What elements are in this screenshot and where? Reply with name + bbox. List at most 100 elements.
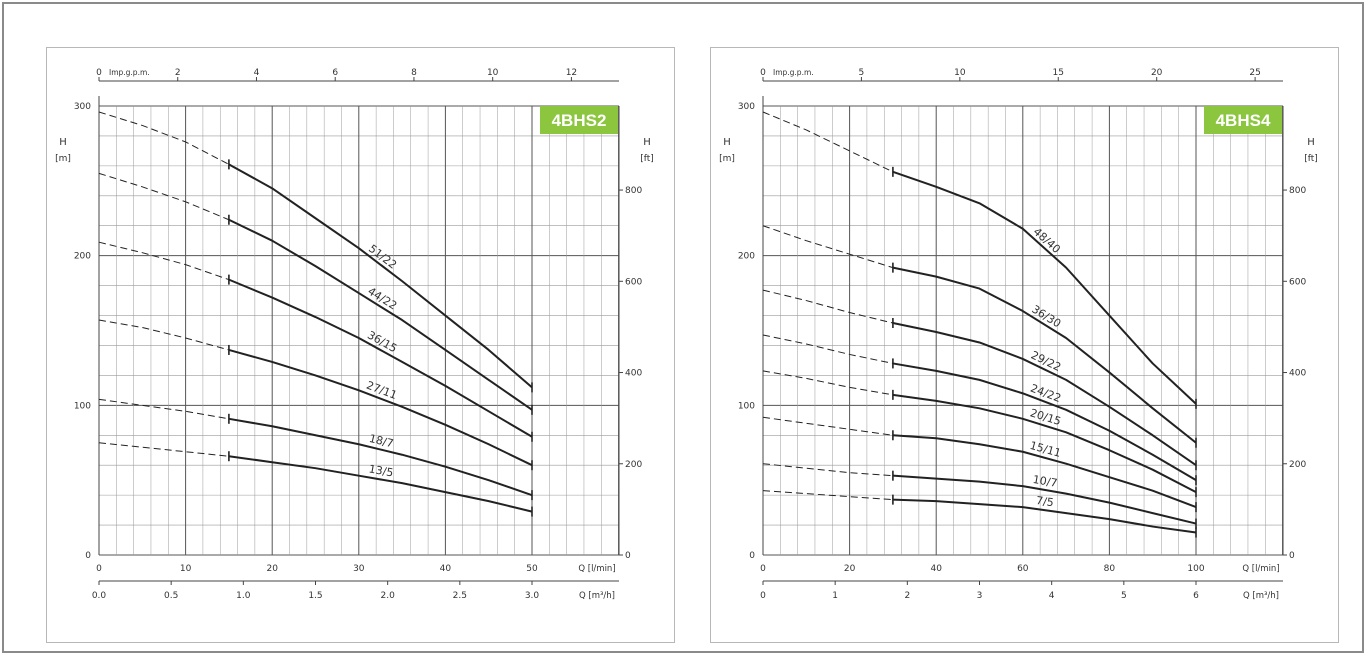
series-44-22: 44/22 <box>98 172 533 415</box>
top-axis-tick-label: 5 <box>859 68 865 78</box>
model-badge-label: 4BHS4 <box>1216 111 1271 130</box>
model-badge <box>540 106 618 134</box>
x2-tick-label: 2.5 <box>453 591 467 601</box>
y-axis-label-symbol: H <box>723 137 731 148</box>
top-axis-tick-label: 10 <box>954 68 966 78</box>
y-tick-label: 0 <box>749 551 755 561</box>
top-axis-tick-label: 0 <box>96 68 102 78</box>
y-tick-label: 300 <box>738 102 755 112</box>
y-right-tick-label: 800 <box>1289 186 1306 196</box>
top-axis-tick-label: 20 <box>1151 68 1163 78</box>
top-axis-tick-label: 8 <box>411 68 417 78</box>
top-axis-tick-label: 4 <box>254 68 260 78</box>
x-axis-label: Q [l/min] <box>578 564 615 574</box>
x-tick-label: 20 <box>844 564 856 574</box>
series-line <box>228 348 533 467</box>
model-badge-label: 4BHS2 <box>552 111 607 130</box>
y-tick-label: 100 <box>738 401 755 411</box>
x2-tick-label: 3 <box>977 591 983 601</box>
x-tick-label: 0 <box>96 564 102 574</box>
series-line <box>892 322 1197 467</box>
pump-curve-chart-4bhs2: 0 2 4 6 8 10 12 Imp.g.p.m. 0 10 20 30 40 50 Q [l/min] 0… <box>55 68 654 601</box>
x-axis-label: Q [l/min] <box>1242 564 1279 574</box>
series-7-5: 7/5 <box>762 490 1197 538</box>
y-axis-label-symbol: H <box>59 137 67 148</box>
x2-axis-label: Q [m³/h] <box>579 591 615 601</box>
series-20-15: 20/15 <box>762 370 1197 498</box>
x2-tick-label: 0.5 <box>164 591 178 601</box>
top-axis-tick-label: 15 <box>1053 68 1064 78</box>
y-right-tick-label: 600 <box>1289 277 1306 287</box>
top-axis-tick-label: 12 <box>566 68 577 78</box>
top-axis-tick-label: 6 <box>332 68 338 78</box>
grid-lines <box>98 105 620 556</box>
series-15-11: 15/11 <box>762 416 1197 513</box>
series-line <box>892 266 1197 444</box>
series-line-dashed <box>762 225 894 269</box>
series-18-7: 18/7 <box>98 398 533 501</box>
x2-tick-label: 2.0 <box>381 591 396 601</box>
series-line-dashed <box>98 319 230 351</box>
model-badge <box>1204 106 1282 134</box>
series-line <box>892 434 1197 509</box>
series-line-dashed <box>98 442 229 457</box>
series-24-22: 24/22 <box>762 334 1197 486</box>
chart-panel-4bhs4: 0 5 10 15 20 25 Imp.g.p.m. 0 20 40 60 80 100 Q [l/min… <box>710 47 1339 643</box>
x-tick-label: 10 <box>180 564 192 574</box>
series-label: 18/7 <box>368 432 395 450</box>
series-line <box>892 393 1197 494</box>
x-tick-label: 40 <box>930 564 942 574</box>
y-tick-label: 200 <box>738 252 755 262</box>
y-right-tick-label: 200 <box>1289 460 1306 470</box>
series-line-dashed <box>98 398 229 420</box>
y-right-tick-label: 200 <box>625 460 642 470</box>
series-10-7: 10/7 <box>762 463 1197 529</box>
series-line-dashed <box>98 241 230 281</box>
x2-tick-label: 0.0 <box>92 591 107 601</box>
series-line-dashed <box>762 111 894 173</box>
series-line <box>228 163 533 389</box>
chart-panel-4bhs2: 0 2 4 6 8 10 12 Imp.g.p.m. 0 10 20 30 40 50 Q [l/min] 0… <box>46 47 675 643</box>
y-right-tick-label: 0 <box>1289 551 1295 561</box>
x2-tick-label: 4 <box>1049 591 1055 601</box>
top-axis-tick-label: 0 <box>760 68 766 78</box>
series-line <box>228 218 533 411</box>
y-right-axis-label-unit: [ft] <box>1304 154 1318 164</box>
y-tick-label: 100 <box>74 401 91 411</box>
series-line <box>892 362 1197 482</box>
series-line <box>228 278 533 438</box>
x2-tick-label: 1.0 <box>236 591 251 601</box>
x2-tick-label: 2 <box>904 591 910 601</box>
top-axis-tick-label: 10 <box>487 68 499 78</box>
grid-lines <box>762 105 1284 556</box>
y-tick-label: 200 <box>74 252 91 262</box>
x2-tick-label: 6 <box>1193 591 1199 601</box>
x2-tick-label: 0 <box>760 591 766 601</box>
x2-tick-label: 1.5 <box>308 591 322 601</box>
x-tick-label: 0 <box>760 564 766 574</box>
series-line <box>228 455 533 513</box>
y-right-axis-label-unit: [ft] <box>640 154 654 164</box>
series-label: 7/5 <box>1035 494 1054 509</box>
y-right-axis-label-symbol: H <box>1307 137 1315 148</box>
y-right-tick-label: 0 <box>625 551 631 561</box>
x-tick-label: 20 <box>266 564 278 574</box>
y-tick-label: 0 <box>85 551 91 561</box>
series-line <box>892 474 1197 525</box>
series-line <box>892 498 1197 534</box>
x-tick-label: 80 <box>1104 564 1116 574</box>
series-27-11: 27/11 <box>98 319 533 471</box>
y-right-tick-label: 600 <box>625 277 642 287</box>
series-line-dashed <box>98 172 230 221</box>
x-tick-label: 30 <box>353 564 365 574</box>
x2-axis-label: Q [m³/h] <box>1243 591 1279 601</box>
x-tick-label: 50 <box>526 564 538 574</box>
series-line-dashed <box>762 416 893 436</box>
series-line <box>892 170 1197 405</box>
x2-tick-label: 5 <box>1121 591 1127 601</box>
top-axis-tick-label: 25 <box>1249 68 1260 78</box>
series-48-40: 48/40 <box>762 111 1197 409</box>
series-36-30: 36/30 <box>762 225 1197 448</box>
